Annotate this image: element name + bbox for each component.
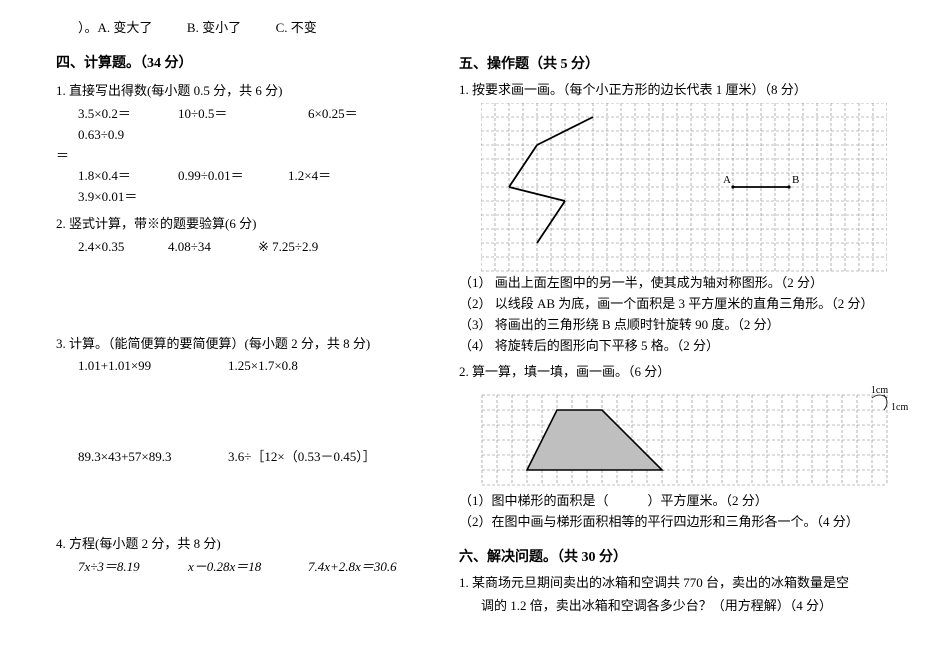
q4-2-row: 2.4×0.35 4.08÷34 ※ 7.25÷2.9 <box>56 237 431 258</box>
eq: 6×0.25＝ <box>308 104 428 125</box>
q6-1b: 调的 1.2 倍，卖出冰箱和空调各多少台？（用方程解）（4 分） <box>459 596 914 617</box>
q5-2-head: 2. 算一算，填一填，画一画。（6 分） <box>459 362 914 383</box>
mc-optA: 变大了 <box>113 20 152 35</box>
svg-text:1cm: 1cm <box>891 402 908 413</box>
q4-1-eq-cont: ＝ <box>56 146 431 167</box>
q5-1-sub4: （4） 将旋转后的图形向下平移 5 格。（2 分） <box>459 336 914 357</box>
grid-1-wrap: AB <box>459 103 914 273</box>
left-column: ）。A. 变大了 B. 变小了 C. 不变 四、计算题。（34 分） 1. 直接… <box>50 18 445 662</box>
mc-optB: 变小了 <box>202 20 241 35</box>
q4-3-row-b: 89.3×43+57×89.3 3.6÷［12×（0.53－0.45）］ <box>56 447 431 468</box>
eq: 3.9×0.01＝ <box>78 187 137 208</box>
q4-3-head: 3. 计算。（能简便算的要简便算）(每小题 2 分，共 8 分) <box>56 334 431 355</box>
section-6-heading: 六、解决问题。（共 30 分） <box>459 547 914 569</box>
eq: 1.25×1.7×0.8 <box>228 356 298 377</box>
q5-2-sub1: （1）图中梯形的面积是（ ）平方厘米。（2 分） <box>459 491 914 512</box>
eq: 1.2×4＝ <box>288 166 398 187</box>
eq: 10÷0.5＝ <box>178 104 308 125</box>
mc-optB-lbl: B. <box>187 20 202 35</box>
q4-2-head: 2. 竖式计算，带※的题要验算(6 分) <box>56 214 431 235</box>
q5-1-sub3: （3） 将画出的三角形绕 B 点顺时针旋转 90 度。（2 分） <box>459 315 914 336</box>
q5-1-head: 1. 按要求画一画。（每个小正方形的边长代表 1 厘米）（8 分） <box>459 80 914 101</box>
svg-text:A: A <box>723 174 731 186</box>
q6-1a: 1. 某商场元旦期间卖出的冰箱和空调共 770 台，卖出的冰箱数量是空 <box>459 573 914 594</box>
eq: ※ 7.25÷2.9 <box>258 237 318 258</box>
mc-prefix: ）。A. <box>78 20 113 35</box>
q4-1-row-b: 1.8×0.4＝ 0.99÷0.01＝ 1.2×4＝ 3.9×0.01＝ <box>56 166 431 208</box>
q4-1-head: 1. 直接写出得数(每小题 0.5 分，共 6 分) <box>56 81 431 102</box>
eq: 4.08÷34 <box>168 237 258 258</box>
eq: 1.8×0.4＝ <box>78 166 178 187</box>
eq: x－0.28x＝18 <box>188 557 308 578</box>
eq: 0.63÷0.9 <box>78 125 124 146</box>
q4-1-row-a: 3.5×0.2＝ 10÷0.5＝ 6×0.25＝ 0.63÷0.9 <box>56 104 431 146</box>
eq: 3.6÷［12×（0.53－0.45）］ <box>228 447 376 468</box>
right-column: 五、操作题（共 5 分） 1. 按要求画一画。（每个小正方形的边长代表 1 厘米… <box>445 18 920 662</box>
grid-1-svg: AB <box>481 103 887 273</box>
mc-optC: 不变 <box>291 20 317 35</box>
eq: 3.5×0.2＝ <box>78 104 178 125</box>
grid-2-svg: 1cm1cm <box>481 385 914 487</box>
svg-text:1cm: 1cm <box>871 385 888 396</box>
q4-4-head: 4. 方程(每小题 2 分，共 8 分) <box>56 534 431 555</box>
mc-remainder-line: ）。A. 变大了 B. 变小了 C. 不变 <box>56 18 431 39</box>
mc-optC-lbl: C. <box>276 20 291 35</box>
eq: 7.4x+2.8x＝30.6 <box>308 557 397 578</box>
eq: 2.4×0.35 <box>78 237 168 258</box>
eq: 1.01+1.01×99 <box>78 356 228 377</box>
svg-text:B: B <box>792 174 799 186</box>
q5-1-sub2: （2） 以线段 AB 为底，画一个面积是 3 平方厘米的直角三角形。（2 分） <box>459 294 914 315</box>
section-5-heading: 五、操作题（共 5 分） <box>459 54 914 76</box>
grid-2-wrap: 1cm1cm <box>459 385 914 487</box>
eq: 0.99÷0.01＝ <box>178 166 288 187</box>
eq: 89.3×43+57×89.3 <box>78 447 228 468</box>
q5-1-sub1: （1） 画出上面左图中的另一半，使其成为轴对称图形。（2 分） <box>459 273 914 294</box>
q4-3-row-a: 1.01+1.01×99 1.25×1.7×0.8 <box>56 356 431 377</box>
q5-2-sub2: （2）在图中画与梯形面积相等的平行四边形和三角形各一个。（4 分） <box>459 512 914 533</box>
section-4-heading: 四、计算题。（34 分） <box>56 53 431 75</box>
eq: 7x÷3＝8.19 <box>78 557 188 578</box>
q4-4-row: 7x÷3＝8.19 x－0.28x＝18 7.4x+2.8x＝30.6 <box>56 557 431 578</box>
